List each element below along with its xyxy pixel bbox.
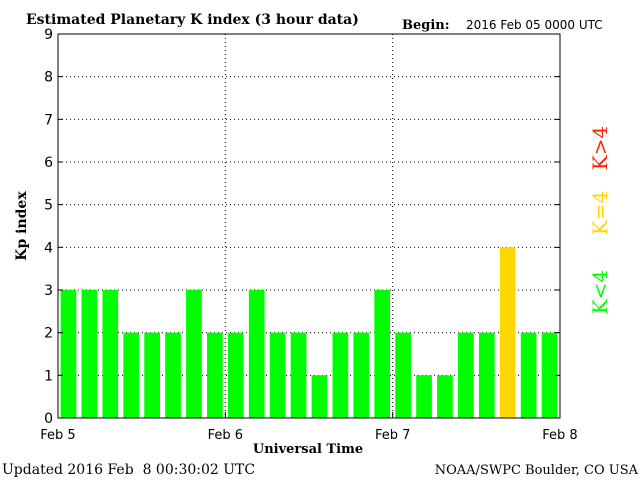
x-tick-label: Feb 5 bbox=[40, 428, 75, 443]
kp-bar bbox=[478, 332, 495, 418]
kp-bar bbox=[374, 290, 391, 418]
updated-timestamp: Updated 2016 Feb 8 00:30:02 UTC bbox=[2, 462, 255, 478]
kp-bar bbox=[227, 332, 244, 418]
begin-label: Begin: bbox=[402, 18, 450, 33]
kp-bar bbox=[311, 375, 328, 418]
kp-bar bbox=[102, 290, 119, 418]
x-axis-label: Universal Time bbox=[253, 442, 363, 457]
gridlines bbox=[58, 34, 560, 418]
y-tick-label: 8 bbox=[44, 70, 53, 86]
credit-text: NOAA/SWPC Boulder, CO USA bbox=[435, 463, 639, 478]
kp-bar bbox=[416, 375, 432, 418]
kp-bar bbox=[248, 290, 265, 418]
kp-bar bbox=[332, 332, 349, 418]
kp-bar bbox=[186, 290, 202, 418]
chart-title: Estimated Planetary K index (3 hour data… bbox=[26, 12, 359, 28]
y-tick-label: 9 bbox=[44, 27, 53, 43]
y-tick-label: 3 bbox=[44, 283, 53, 299]
x-tick-label: Feb 6 bbox=[208, 428, 243, 443]
kp-bar bbox=[520, 332, 537, 418]
x-ticks: Feb 5 Feb 6 Feb 7 Feb 8 bbox=[40, 412, 578, 443]
plot-frame bbox=[57, 33, 561, 419]
y-axis-label: Kp index bbox=[14, 191, 30, 261]
kp-bar bbox=[207, 332, 223, 418]
kp-bar bbox=[269, 332, 286, 418]
kp-bar bbox=[60, 290, 77, 418]
legend-equal-4: K=4 bbox=[588, 191, 612, 235]
bars bbox=[60, 247, 558, 418]
kp-bar bbox=[81, 290, 98, 418]
y-tick-label: 6 bbox=[44, 155, 53, 171]
y-tick-label: 5 bbox=[44, 198, 53, 214]
y-tick-label: 4 bbox=[44, 240, 53, 256]
kp-bar bbox=[541, 332, 558, 418]
begin-value: 2016 Feb 05 0000 UTC bbox=[466, 18, 603, 32]
kp-bar bbox=[290, 332, 307, 418]
kp-bar bbox=[437, 375, 453, 418]
kp-bar bbox=[123, 332, 140, 418]
legend-below-4: K<4 bbox=[588, 270, 612, 314]
kp-bar bbox=[353, 332, 370, 418]
y-ticks: 0 1 2 3 4 5 6 7 8 9 bbox=[44, 27, 560, 427]
kp-bar bbox=[499, 247, 516, 418]
kp-bar bbox=[458, 332, 474, 418]
y-tick-label: 1 bbox=[44, 368, 53, 384]
x-tick-label: Feb 7 bbox=[375, 428, 410, 443]
kp-bar bbox=[144, 332, 160, 418]
kp-bar bbox=[395, 332, 411, 418]
kp-bar bbox=[165, 332, 181, 418]
x-tick-label: Feb 8 bbox=[542, 428, 577, 443]
y-tick-label: 0 bbox=[44, 411, 53, 427]
legend-above-4: K>4 bbox=[588, 126, 612, 170]
y-tick-label: 7 bbox=[44, 112, 53, 128]
y-tick-label: 2 bbox=[44, 326, 53, 342]
